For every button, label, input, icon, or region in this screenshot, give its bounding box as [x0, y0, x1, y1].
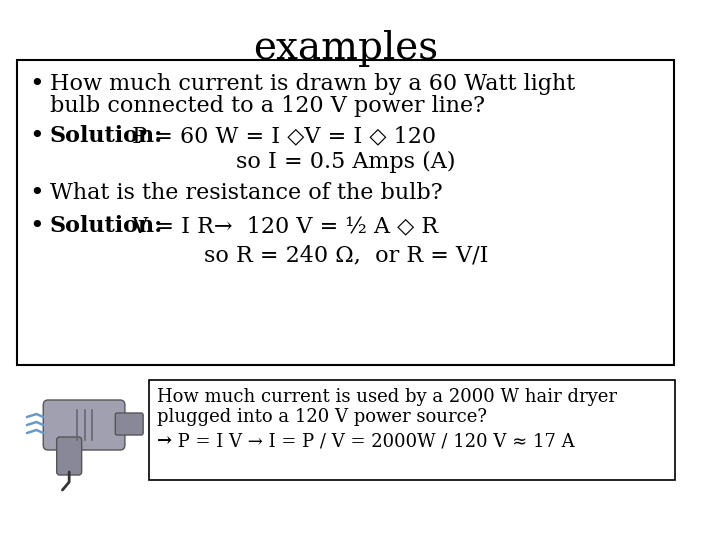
Text: V = I R→  120 V = ½ A ◇ R: V = I R→ 120 V = ½ A ◇ R — [125, 215, 438, 237]
FancyBboxPatch shape — [17, 60, 675, 365]
Text: •: • — [29, 125, 44, 148]
Text: How much current is drawn by a 60 Watt light: How much current is drawn by a 60 Watt l… — [50, 73, 575, 95]
Text: •: • — [29, 73, 44, 96]
FancyBboxPatch shape — [57, 437, 81, 475]
Text: P = I V → I = P / V = 2000W / 120 V ≈ 17 A: P = I V → I = P / V = 2000W / 120 V ≈ 17… — [172, 432, 575, 450]
FancyBboxPatch shape — [115, 413, 143, 435]
Text: so R = 240 Ω,  or R = V/I: so R = 240 Ω, or R = V/I — [204, 244, 488, 266]
Text: How much current is used by a 2000 W hair dryer: How much current is used by a 2000 W hai… — [156, 388, 616, 406]
Text: Solution:: Solution: — [50, 215, 163, 237]
Text: plugged into a 120 V power source?: plugged into a 120 V power source? — [156, 408, 487, 426]
Text: P = 60 W = I ◇V = I ◇ 120: P = 60 W = I ◇V = I ◇ 120 — [125, 125, 436, 147]
Text: bulb connected to a 120 V power line?: bulb connected to a 120 V power line? — [50, 95, 485, 117]
FancyBboxPatch shape — [43, 400, 125, 450]
Text: What is the resistance of the bulb?: What is the resistance of the bulb? — [50, 182, 443, 204]
Text: Solution:: Solution: — [50, 125, 163, 147]
Text: so I = 0.5 Amps (A): so I = 0.5 Amps (A) — [236, 151, 456, 173]
Text: •: • — [29, 215, 44, 238]
Text: examples: examples — [253, 30, 438, 67]
FancyBboxPatch shape — [149, 380, 675, 480]
Text: →: → — [156, 432, 171, 450]
Text: •: • — [29, 182, 44, 205]
